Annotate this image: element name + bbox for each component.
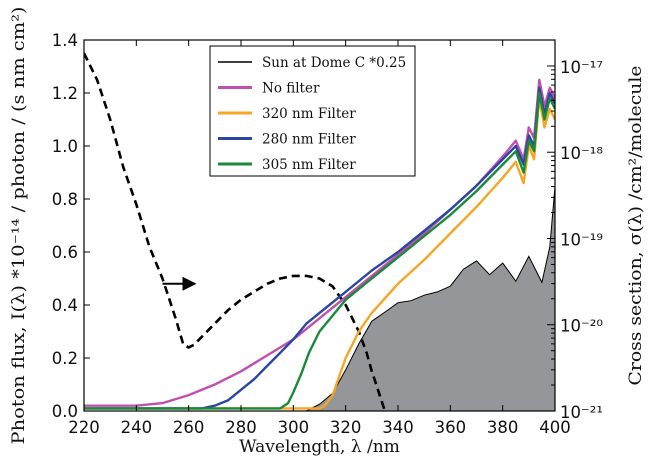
annotation-arrow-head	[182, 276, 197, 291]
x-tick-label: 380	[487, 418, 519, 437]
y-left-tick-label: 1.4	[52, 31, 78, 50]
legend-label: 320 nm Filter	[262, 106, 356, 122]
x-tick-label: 400	[539, 418, 571, 437]
y-left-tick-label: 0.4	[52, 296, 78, 315]
legend-label: 305 nm Filter	[262, 157, 356, 173]
y-right-tick-label: 10⁻¹⁸	[560, 144, 603, 163]
y-right-tick-label: 10⁻¹⁹	[560, 230, 603, 249]
y-right-axis-label: Cross section, σ(λ) /cm²/molecule	[626, 66, 646, 386]
y-left-tick-label: 0.6	[52, 243, 78, 262]
y-right-tick-label: 10⁻¹⁷	[560, 58, 603, 77]
y-left-tick-label: 0.8	[52, 190, 78, 209]
y-left-tick-label: 0.2	[52, 349, 78, 368]
legend-label: 280 nm Filter	[262, 132, 356, 148]
legend-label: No filter	[262, 81, 320, 97]
y-left-tick-label: 0.0	[52, 402, 78, 421]
y-left-tick-label: 1.2	[52, 84, 78, 103]
legend-box	[209, 45, 416, 177]
x-tick-label: 320	[330, 418, 362, 437]
legend-label: Sun at Dome C *0.25	[262, 55, 406, 71]
x-axis-label: Wavelength, λ /nm	[239, 437, 400, 457]
series-line-1	[84, 78, 555, 407]
y-right-tick-label: 10⁻²⁰	[560, 317, 603, 336]
y-right-tick-label: 10⁻²¹	[560, 403, 603, 422]
x-tick-label: 360	[435, 418, 467, 437]
x-tick-label: 280	[225, 418, 257, 437]
series-line-4	[84, 91, 555, 410]
x-tick-label: 240	[121, 418, 153, 437]
y-left-axis-label: Photon flux, I(λ) *10⁻¹⁴ / photon / (s n…	[9, 7, 29, 445]
x-tick-label: 340	[382, 418, 414, 437]
x-tick-label: 300	[278, 418, 310, 437]
y-left-tick-label: 1.0	[52, 137, 78, 156]
plot-frame	[83, 39, 556, 412]
series-line-0	[84, 52, 387, 411]
x-tick-label: 220	[68, 418, 100, 437]
x-tick-label: 260	[173, 418, 205, 437]
